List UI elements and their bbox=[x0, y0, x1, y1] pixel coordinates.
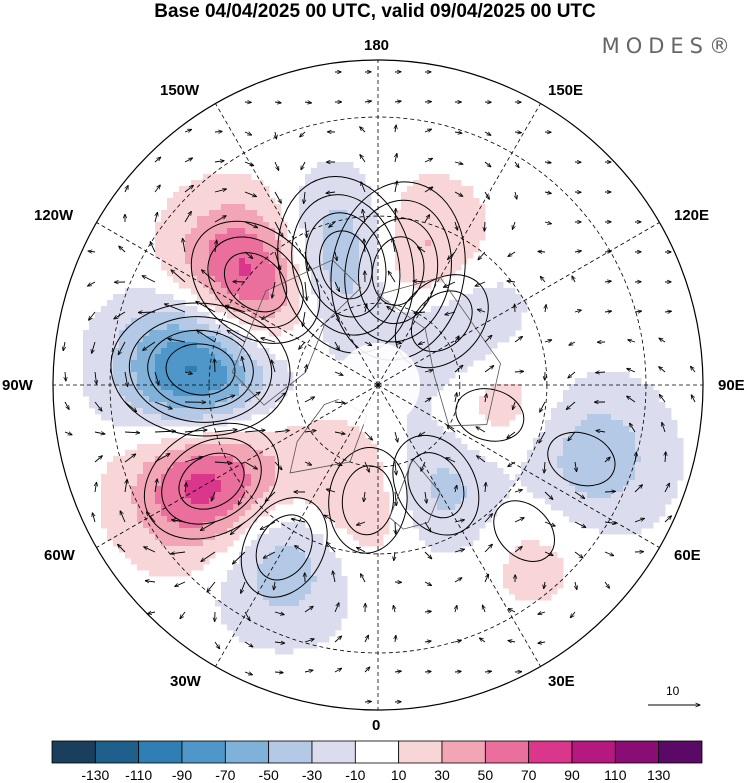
colorbar-tick-label: -30 bbox=[301, 767, 323, 783]
colorbar-swatch bbox=[311, 740, 356, 764]
colorbar-swatch bbox=[354, 740, 400, 764]
chart-title: Base 04/04/2025 00 UTC, valid 09/04/2025… bbox=[154, 1, 596, 22]
graticule bbox=[53, 60, 703, 710]
lon-label-60w: 60W bbox=[44, 547, 75, 564]
lon-label-120w: 120W bbox=[34, 207, 74, 224]
colorbar-swatch bbox=[614, 740, 660, 764]
colorbar-swatch bbox=[138, 740, 183, 764]
colorbar-tick-label: -130 bbox=[81, 767, 110, 783]
colorbar-tick-label: 10 bbox=[390, 767, 407, 783]
colorbar-tick-label: 30 bbox=[434, 767, 450, 783]
colorbar-swatch bbox=[51, 740, 96, 764]
lon-label-180: 180 bbox=[364, 37, 390, 54]
colorbar-swatch bbox=[181, 740, 226, 764]
colorbar-swatch bbox=[268, 740, 313, 764]
colorbar-tick-label: -50 bbox=[258, 767, 279, 783]
colorbar-tick-label: -70 bbox=[215, 767, 236, 783]
lon-label-90e: 90E bbox=[718, 377, 745, 394]
lon-label-120e: 120E bbox=[674, 207, 710, 224]
wind-vectors bbox=[63, 72, 696, 702]
lon-label-90w: 90W bbox=[2, 377, 33, 394]
colorbar-swatch bbox=[94, 740, 140, 764]
colorbar bbox=[51, 740, 703, 764]
colorbar-tick-label: 50 bbox=[477, 767, 494, 783]
map-boundary bbox=[52, 59, 704, 711]
colorbar-swatch bbox=[528, 740, 573, 764]
colorbar-tick-label: 70 bbox=[520, 767, 537, 783]
colorbar-swatch bbox=[571, 740, 616, 764]
modes-logo: MODES® bbox=[601, 34, 736, 58]
lon-label-150w: 150W bbox=[160, 82, 200, 99]
colorbar-tick-label: 90 bbox=[564, 767, 580, 783]
colorbar-tick-label: -90 bbox=[171, 767, 193, 783]
lon-label-30w: 30W bbox=[170, 673, 201, 690]
colorbar-tick-label: 130 bbox=[646, 767, 671, 783]
colorbar-swatch bbox=[224, 740, 270, 764]
reference-vector-label: 10 bbox=[666, 684, 680, 698]
colorbar-tick-label: 110 bbox=[604, 767, 627, 783]
colorbar-tick-label: -10 bbox=[345, 767, 366, 783]
colorbar-swatch bbox=[484, 740, 530, 764]
colorbar-swatch bbox=[398, 740, 443, 764]
colorbar-swatch bbox=[441, 740, 486, 764]
colorbar-swatch bbox=[658, 740, 703, 764]
lon-label-150e: 150E bbox=[548, 82, 584, 99]
lon-label-30e: 30E bbox=[548, 673, 575, 690]
colorbar-tick-label: -110 bbox=[125, 767, 153, 783]
lon-label-0: 0 bbox=[372, 717, 381, 734]
lon-label-60e: 60E bbox=[674, 547, 701, 564]
